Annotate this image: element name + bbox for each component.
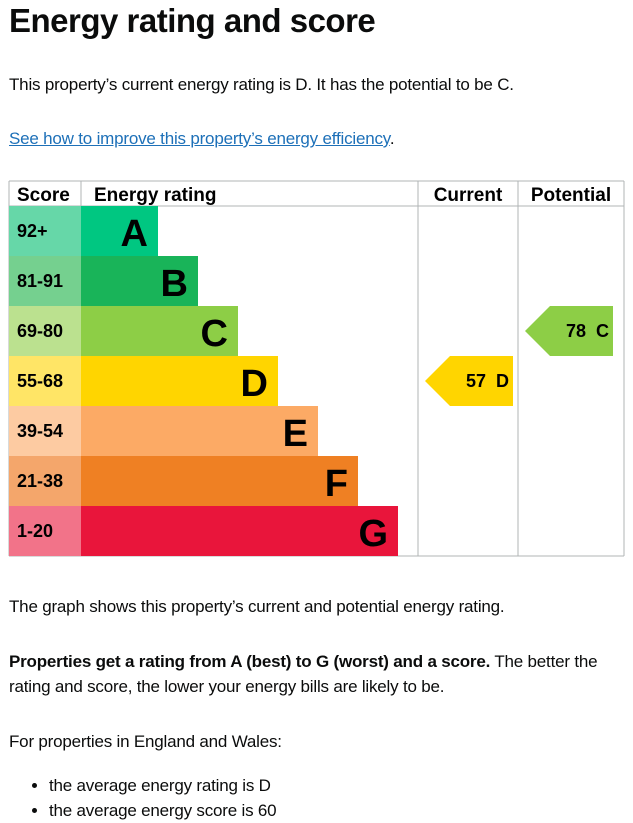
potential-rating-score: 78 <box>566 321 586 341</box>
current-rating-letter: D <box>496 371 509 391</box>
improve-paragraph: See how to improve this property’s energ… <box>9 126 395 151</box>
score-cell-b <box>9 256 81 306</box>
band-letter: G <box>358 513 388 555</box>
current-rating-score: 57 <box>466 371 486 391</box>
band-bar-a <box>81 206 158 256</box>
score-label: 69-80 <box>17 321 63 341</box>
header-current: Current <box>434 185 503 206</box>
score-label: 55-68 <box>17 371 63 391</box>
band-letter: D <box>241 363 268 405</box>
header-score: Score <box>17 185 70 206</box>
band-bar-d <box>81 356 278 406</box>
potential-rating-arrow <box>525 306 613 356</box>
score-label: 92+ <box>17 221 48 241</box>
header-potential: Potential <box>531 185 611 206</box>
band-bar-b <box>81 256 198 306</box>
score-cell-a <box>9 206 81 256</box>
energy-rating-chart: Score Energy rating Current Potential 92+ A 81… <box>8 180 625 557</box>
band-letter: F <box>325 463 348 505</box>
potential-rating-letter: C <box>596 321 609 341</box>
score-label: 21-38 <box>17 471 63 491</box>
score-cell-e <box>9 406 81 456</box>
score-cell-d <box>9 356 81 406</box>
england-wales-text: For properties in England and Wales: <box>9 732 282 751</box>
band-bar-g <box>81 506 398 556</box>
band-bar-e <box>81 406 318 456</box>
score-cell-c <box>9 306 81 356</box>
list-item: the average energy rating is D <box>49 773 276 798</box>
score-label: 39-54 <box>17 421 63 441</box>
intro-text: This property’s current energy rating is… <box>9 75 514 94</box>
link-suffix: . <box>389 129 395 148</box>
improve-link[interactable]: See how to improve this property’s energ… <box>9 129 390 148</box>
band-letter: E <box>283 413 308 455</box>
ratings-explanation: Properties get a rating from A (best) to… <box>9 649 624 699</box>
ratings-bold: Properties get a rating from A (best) to… <box>9 652 491 671</box>
band-letter: A <box>121 213 148 255</box>
ratings-rest: The better the rating and score, the low… <box>9 652 598 696</box>
band-bar-f <box>81 456 358 506</box>
graph-note: The graph shows this property’s current … <box>9 597 505 616</box>
score-cell-f <box>9 456 81 506</box>
score-label: 1-20 <box>17 521 53 541</box>
band-letter: C <box>201 313 228 355</box>
header-energy-rating: Energy rating <box>94 185 216 206</box>
list-item: the average energy score is 60 <box>49 798 277 823</box>
score-label: 81-91 <box>17 271 63 291</box>
band-letter: B <box>161 263 188 305</box>
band-bar-c <box>81 306 238 356</box>
averages-list: the average energy rating is D the avera… <box>9 773 277 823</box>
current-rating-arrow <box>425 356 513 406</box>
score-cell-g <box>9 506 81 556</box>
page-title: Energy rating and score <box>9 2 376 39</box>
